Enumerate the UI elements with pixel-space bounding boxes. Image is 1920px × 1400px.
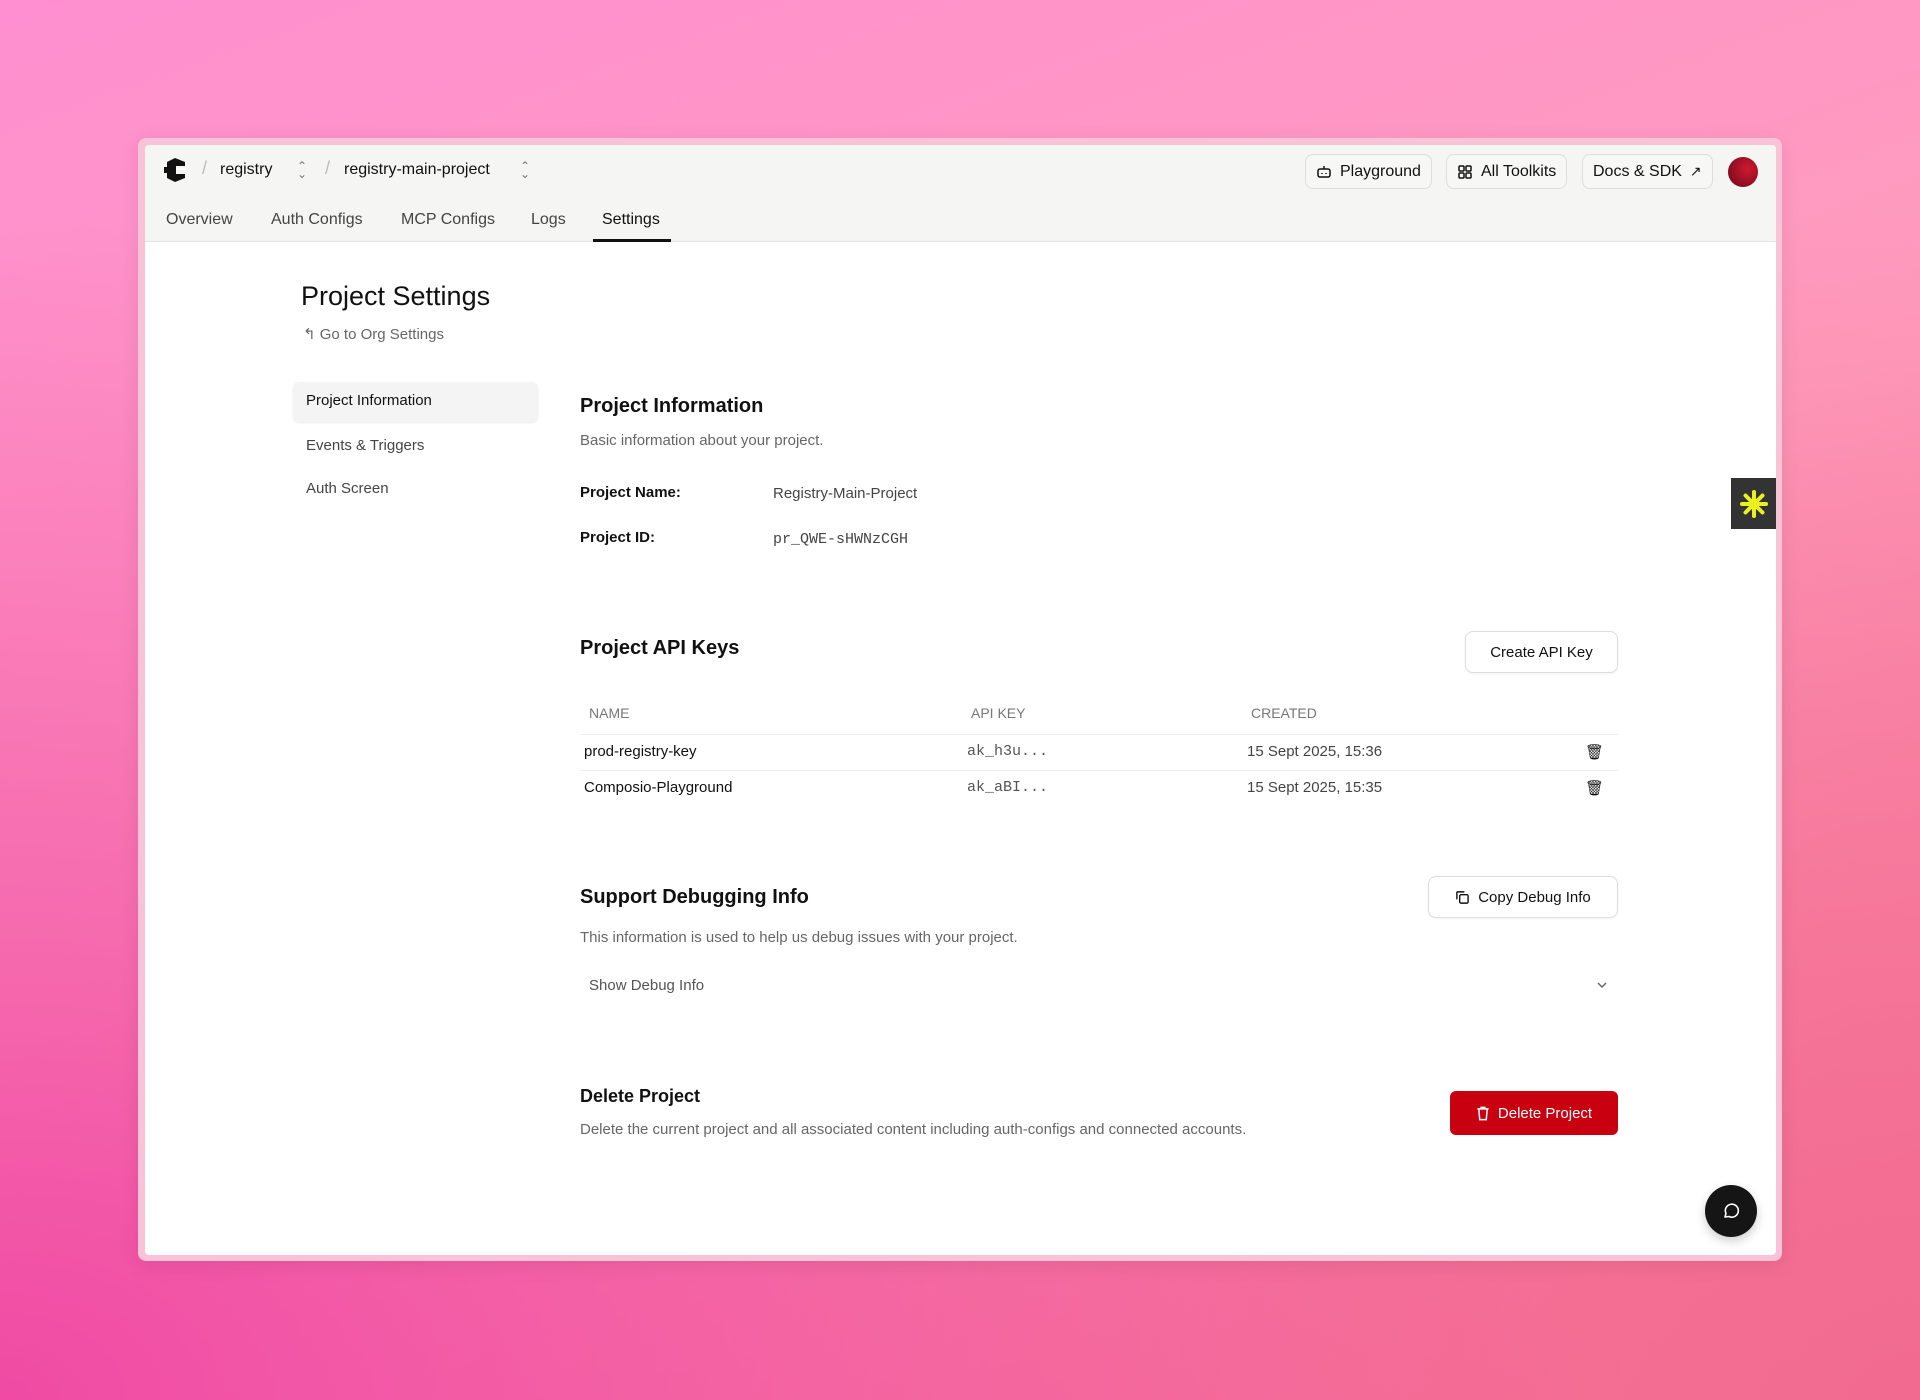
chat-bubble-icon bbox=[1724, 1203, 1740, 1218]
feedback-widget-button[interactable] bbox=[1731, 478, 1776, 529]
project-info-description: Basic information about your project. bbox=[580, 432, 824, 449]
copy-icon bbox=[1456, 890, 1470, 904]
divider bbox=[580, 734, 1618, 735]
top-header: / registry ⌃ ⌄ / registry-main-project ⌃ ⌄… bbox=[145, 145, 1776, 242]
trash-icon bbox=[1477, 1106, 1489, 1120]
column-header-created: CREATED bbox=[1251, 705, 1317, 721]
user-avatar[interactable] bbox=[1728, 157, 1758, 187]
trash-icon[interactable]: 🗑 bbox=[1585, 744, 1605, 761]
project-name-value: Registry-Main-Project bbox=[773, 485, 918, 502]
table-row: prod-registry-key ak_h3u... 15 Sept 2025… bbox=[580, 735, 1618, 770]
page-title: Project Settings bbox=[301, 281, 491, 311]
delete-project-button[interactable]: Delete Project bbox=[1450, 1091, 1618, 1135]
back-arrow-icon: ↰ bbox=[303, 326, 320, 343]
grid-icon bbox=[1458, 164, 1472, 179]
playground-button[interactable]: Playground bbox=[1305, 154, 1432, 189]
debug-heading: Support Debugging Info bbox=[580, 886, 809, 908]
active-tab-indicator bbox=[593, 239, 671, 242]
toolkits-label: All Toolkits bbox=[1481, 162, 1557, 180]
tab-settings[interactable]: Settings bbox=[602, 211, 660, 228]
column-header-name: NAME bbox=[589, 705, 630, 721]
project-name-label: Project Name: bbox=[580, 484, 681, 501]
breadcrumb-project[interactable]: registry-main-project bbox=[344, 161, 490, 178]
asterisk-icon bbox=[1739, 489, 1768, 518]
api-key-name: prod-registry-key bbox=[584, 743, 697, 760]
api-keys-heading: Project API Keys bbox=[580, 637, 740, 659]
sidebar-item-project-information[interactable]: Project Information bbox=[306, 392, 432, 409]
column-header-api-key: API KEY bbox=[971, 705, 1026, 721]
api-key-created: 15 Sept 2025, 15:35 bbox=[1247, 779, 1383, 796]
project-id-label: Project ID: bbox=[580, 529, 656, 546]
api-key-value: ak_aBI... bbox=[967, 779, 1049, 796]
api-key-name: Composio-Playground bbox=[584, 779, 733, 796]
breadcrumb-org[interactable]: registry bbox=[220, 161, 273, 178]
project-info-heading: Project Information bbox=[580, 395, 764, 417]
project-switcher-icon[interactable]: ⌃ ⌄ bbox=[520, 159, 531, 181]
delete-description: Delete the current project and all assoc… bbox=[580, 1121, 1247, 1138]
sidebar-item-auth-screen[interactable]: Auth Screen bbox=[306, 480, 389, 497]
tab-logs[interactable]: Logs bbox=[531, 211, 566, 228]
composio-logo-icon[interactable] bbox=[163, 157, 187, 183]
delete-heading: Delete Project bbox=[580, 1086, 701, 1106]
show-debug-info-toggle[interactable]: Show Debug Info bbox=[580, 965, 1618, 1005]
divider bbox=[580, 770, 1618, 771]
docs-label: Docs & SDK bbox=[1593, 162, 1682, 180]
all-toolkits-button[interactable]: All Toolkits bbox=[1446, 154, 1568, 189]
delete-project-label: Delete Project bbox=[1497, 1104, 1593, 1122]
api-key-value: ak_h3u... bbox=[967, 743, 1049, 760]
back-link-label: Go to Org Settings bbox=[319, 326, 444, 343]
org-switcher-icon[interactable]: ⌃ ⌄ bbox=[297, 159, 308, 181]
debug-description: This information is used to help us debu… bbox=[580, 929, 1018, 946]
tab-mcp-configs[interactable]: MCP Configs bbox=[401, 211, 495, 228]
sidebar-item-events-triggers[interactable]: Events & Triggers bbox=[306, 437, 425, 454]
copy-debug-info-button[interactable]: Copy Debug Info bbox=[1428, 876, 1618, 918]
table-row: Composio-Playground ak_aBI... 15 Sept 20… bbox=[580, 771, 1618, 806]
external-link-icon: ↗ bbox=[1689, 163, 1702, 179]
docs-sdk-button[interactable]: Docs & SDK ↗ bbox=[1582, 154, 1713, 189]
copy-debug-label: Copy Debug Info bbox=[1478, 888, 1591, 906]
tab-auth-configs[interactable]: Auth Configs bbox=[271, 211, 363, 228]
chevron-down-icon bbox=[1597, 982, 1607, 989]
tab-overview[interactable]: Overview bbox=[166, 211, 233, 228]
playground-label: Playground bbox=[1340, 162, 1421, 180]
show-debug-info-label: Show Debug Info bbox=[589, 977, 705, 994]
project-id-value: pr_QWE-sHWNzCGH bbox=[773, 531, 909, 548]
trash-icon[interactable]: 🗑 bbox=[1585, 780, 1605, 797]
chat-support-button[interactable] bbox=[1705, 1185, 1757, 1237]
api-key-created: 15 Sept 2025, 15:36 bbox=[1247, 743, 1383, 760]
go-to-org-settings-link[interactable]: ↰ Go to Org Settings bbox=[303, 325, 444, 343]
create-api-key-button[interactable]: Create API Key bbox=[1465, 631, 1618, 673]
app-window: / registry ⌃ ⌄ / registry-main-project ⌃ ⌄… bbox=[145, 145, 1776, 1255]
bot-icon bbox=[1317, 165, 1331, 178]
sidebar-active-highlight bbox=[293, 382, 538, 422]
